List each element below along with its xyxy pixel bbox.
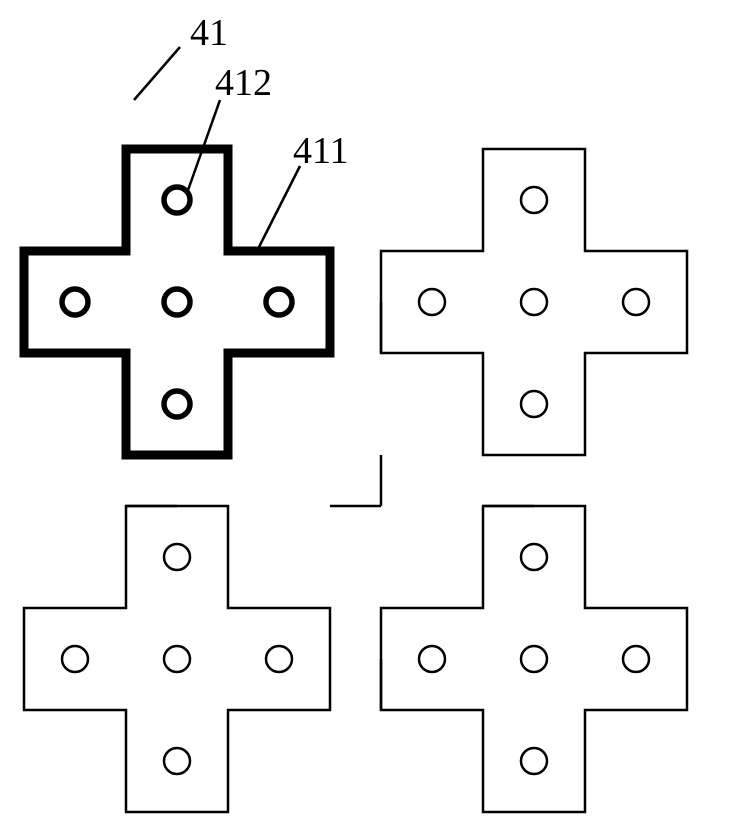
hole-br-4 bbox=[521, 748, 547, 774]
hole-bl-1 bbox=[62, 646, 88, 672]
label-411: 411 bbox=[293, 130, 349, 172]
hole-tr-0 bbox=[521, 187, 547, 213]
leader-41 bbox=[134, 47, 180, 100]
hole-bl-0 bbox=[164, 544, 190, 570]
hole-br-1 bbox=[419, 646, 445, 672]
hole-bl-4 bbox=[164, 748, 190, 774]
hole-tl-4 bbox=[164, 391, 190, 417]
diagram-canvas: 41 412 411 bbox=[0, 0, 735, 832]
hole-tl-2 bbox=[164, 289, 190, 315]
hole-tl-3 bbox=[266, 289, 292, 315]
label-412: 412 bbox=[215, 62, 272, 104]
hole-tr-4 bbox=[521, 391, 547, 417]
hole-br-0 bbox=[521, 544, 547, 570]
hole-bl-3 bbox=[266, 646, 292, 672]
hole-tr-1 bbox=[419, 289, 445, 315]
hole-bl-2 bbox=[164, 646, 190, 672]
hole-tr-3 bbox=[623, 289, 649, 315]
label-41: 41 bbox=[190, 12, 228, 54]
hole-tr-2 bbox=[521, 289, 547, 315]
hole-br-2 bbox=[521, 646, 547, 672]
hole-br-3 bbox=[623, 646, 649, 672]
leader-411 bbox=[259, 166, 300, 247]
hole-tl-1 bbox=[62, 289, 88, 315]
hole-tl-0 bbox=[164, 187, 190, 213]
